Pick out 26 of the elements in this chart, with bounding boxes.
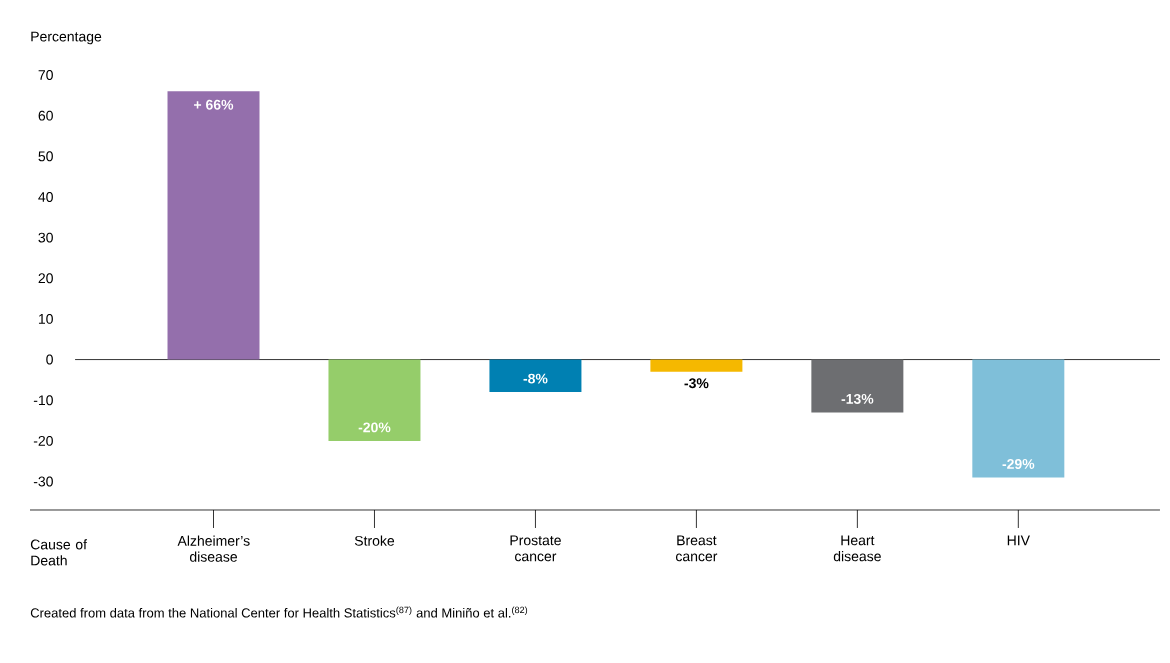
data-label: -3% [684, 378, 709, 389]
x-tick-label: HIV [1007, 535, 1030, 546]
y-axis-title: Percentage [31, 31, 102, 45]
y-tick-label: 70 [38, 70, 53, 80]
x-tick-label: Heart disease [833, 535, 881, 562]
y-tick-label: 10 [38, 313, 53, 324]
data-label: -13% [841, 393, 874, 404]
y-tick-label: 30 [38, 232, 53, 243]
x-tick-label: Prostate cancer [510, 535, 561, 562]
x-tick-label: Alzheimer’s disease [177, 535, 250, 562]
text: Created from data from the National Center for Health Statistics$^{(87)}$ and Miniño et al.$^{(82)}$ [30, 606, 528, 618]
x-tick-label: Breast cancer [675, 535, 718, 562]
x-axis-title: Cause of Death [30, 539, 88, 566]
data-label: -20% [358, 422, 391, 433]
y-tick-label: -10 [33, 395, 53, 406]
y-tick-label: 0 [46, 354, 53, 365]
y-tick-label: 20 [38, 273, 53, 284]
y-tick-label: 40 [38, 191, 53, 202]
data-label: + 66% [194, 99, 234, 110]
y-tick-label: 50 [38, 151, 53, 162]
y-tick-label: 60 [38, 110, 53, 121]
data-label: -29% [1002, 459, 1035, 469]
y-tick-label: -30 [33, 476, 53, 487]
x-tick-label: Stroke [354, 535, 395, 546]
data-label: -8% [523, 373, 548, 384]
y-tick-label: -20 [33, 435, 53, 446]
